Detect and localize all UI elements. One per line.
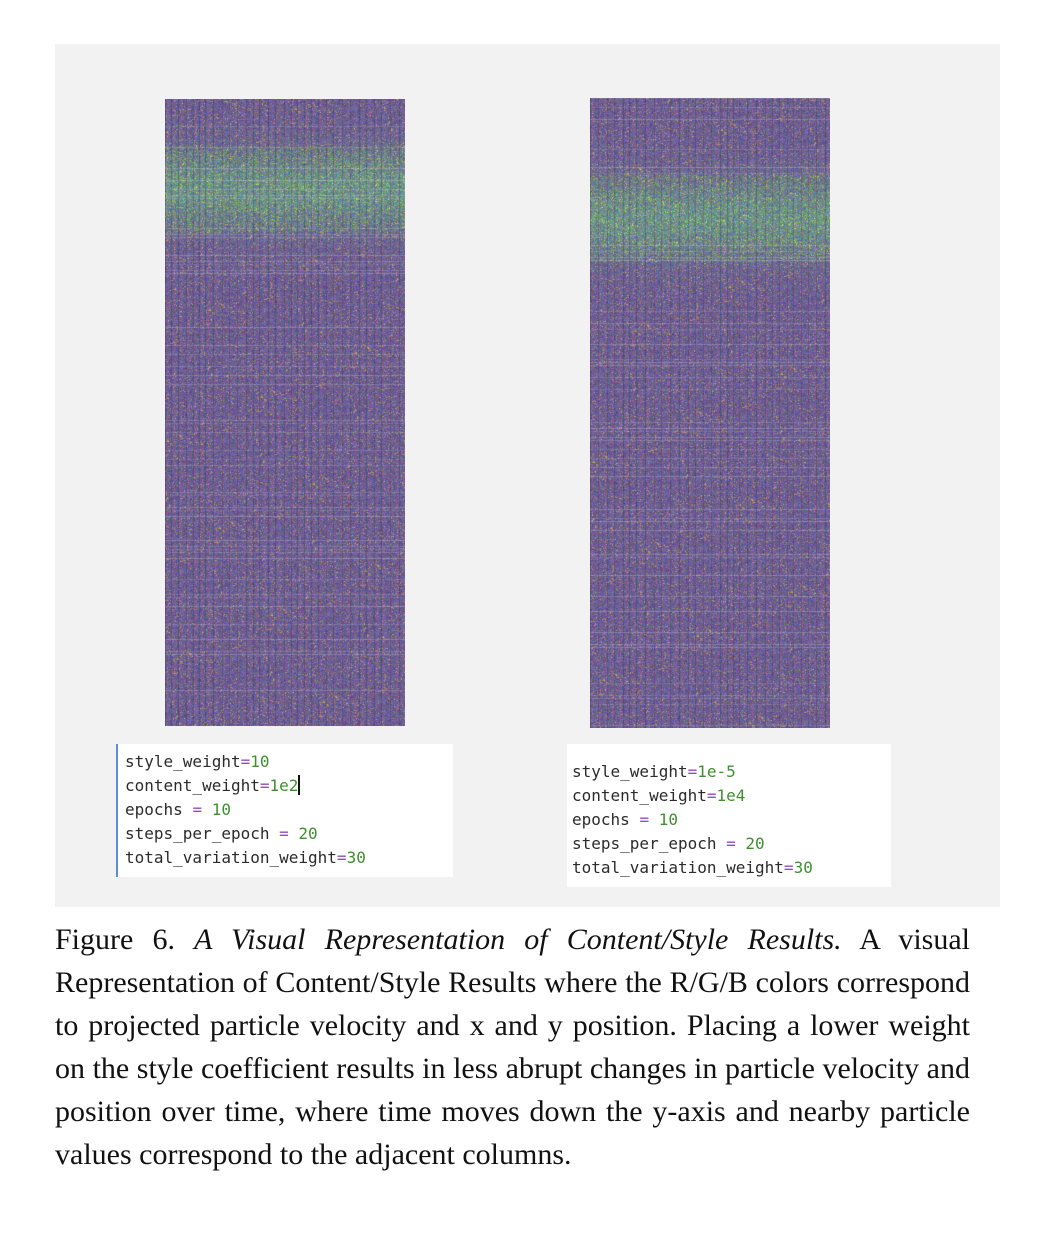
code-line: content_weight=1e2 bbox=[125, 775, 301, 795]
figure-label: Figure 6. bbox=[55, 923, 175, 956]
visualization-canvas-right bbox=[590, 98, 830, 728]
code-line: style_weight=1e-5 bbox=[572, 762, 736, 781]
code-line: style_weight=10 bbox=[125, 752, 270, 771]
text-cursor bbox=[298, 775, 301, 795]
code-line: total_variation_weight=30 bbox=[572, 858, 813, 877]
figure-title: A Visual Representation of Content/Style… bbox=[194, 923, 842, 956]
code-snippet-left: style_weight=10 content_weight=1e2 epoch… bbox=[116, 744, 453, 877]
particle-visualization-right bbox=[590, 98, 830, 728]
code-line: content_weight=1e4 bbox=[572, 786, 746, 805]
cropped-code-line: - - - - - - - - - - bbox=[577, 885, 830, 887]
code-line: total_variation_weight=30 bbox=[125, 848, 366, 867]
code-snippet-right: style_weight=1e-5 content_weight=1e4 epo… bbox=[567, 744, 891, 887]
visualization-canvas-left bbox=[165, 99, 405, 726]
code-line: steps_per_epoch = 20 bbox=[572, 834, 765, 853]
particle-visualization-left bbox=[165, 99, 405, 726]
figure-panel: style_weight=10 content_weight=1e2 epoch… bbox=[55, 44, 1000, 907]
code-line: steps_per_epoch = 20 bbox=[125, 824, 318, 843]
figure-description: A visual Representation of Content/Style… bbox=[55, 923, 970, 1171]
code-line: epochs = 10 bbox=[125, 800, 231, 819]
figure-caption: Figure 6. A Visual Representation of Con… bbox=[55, 918, 970, 1176]
code-line: epochs = 10 bbox=[572, 810, 678, 829]
cropped-code-line: - - - - - - - - bbox=[128, 875, 408, 877]
